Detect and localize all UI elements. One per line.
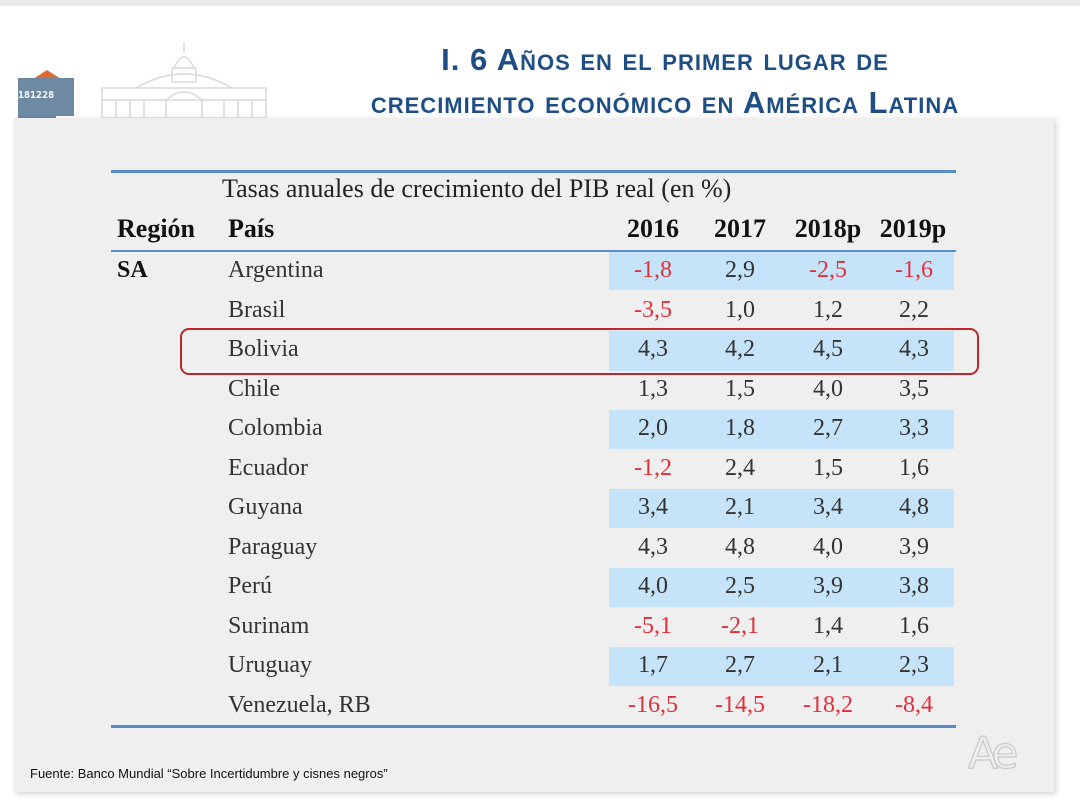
- value-cell: -2,1: [721, 613, 759, 639]
- value-cell: 1,2: [813, 297, 843, 323]
- value-cell: 1,5: [725, 376, 755, 402]
- value-cell: 1,6: [899, 455, 929, 481]
- value-cell: 1,4: [813, 613, 843, 639]
- header-region: Región: [117, 214, 195, 243]
- value-cell: 4,2: [725, 336, 755, 362]
- country-cell: Brasil: [228, 297, 286, 323]
- value-cell: 4,3: [638, 534, 668, 560]
- header-year: 2017: [714, 214, 766, 243]
- value-cell: 2,2: [899, 297, 929, 323]
- value-cell: 1,3: [638, 376, 668, 402]
- table-top-rule: [111, 170, 956, 173]
- row-band: [609, 410, 954, 449]
- value-cell: 3,5: [899, 376, 929, 402]
- value-cell: 1,8: [725, 415, 755, 441]
- header-year: 2019p: [879, 214, 947, 243]
- value-cell: 3,8: [899, 573, 929, 599]
- ae-logo-icon: Ae: [967, 727, 1019, 779]
- value-cell: 2,1: [813, 652, 843, 678]
- row-band: [609, 647, 954, 686]
- value-cell: 1,7: [638, 652, 668, 678]
- country-cell: Guyana: [228, 494, 303, 520]
- country-cell: Paraguay: [228, 534, 318, 560]
- value-cell: 4,3: [638, 336, 668, 362]
- row-band: [609, 331, 954, 371]
- country-cell: Perú: [228, 573, 272, 599]
- country-cell: Colombia: [228, 415, 323, 441]
- value-cell: 2,7: [813, 415, 843, 441]
- header-year: 2016: [627, 214, 679, 243]
- badge-arrow-icon: [33, 70, 61, 79]
- row-band: [609, 252, 954, 290]
- value-cell: -5,1: [634, 613, 672, 639]
- value-cell: 4,5: [813, 336, 843, 362]
- value-cell: -16,5: [628, 692, 678, 718]
- value-cell: 4,0: [813, 376, 843, 402]
- top-bar: [0, 0, 1080, 6]
- source-note: Fuente: Banco Mundial “Sobre Incertidumb…: [30, 766, 388, 781]
- table-header-rule: [111, 250, 956, 252]
- badge-extension: [56, 78, 74, 116]
- value-cell: -8,4: [895, 692, 933, 718]
- value-cell: 3,4: [638, 494, 668, 520]
- value-cell: -2,5: [809, 257, 847, 283]
- value-cell: 4,8: [725, 534, 755, 560]
- header-year: 2018p: [794, 214, 862, 243]
- country-cell: Uruguay: [228, 652, 312, 678]
- region-label: SA: [117, 257, 148, 283]
- value-cell: 3,9: [899, 534, 929, 560]
- value-cell: 3,3: [899, 415, 929, 441]
- value-cell: 2,3: [899, 652, 929, 678]
- value-cell: 3,4: [813, 494, 843, 520]
- country-cell: Surinam: [228, 613, 310, 639]
- value-cell: -18,2: [803, 692, 853, 718]
- value-cell: 1,5: [813, 455, 843, 481]
- value-cell: -1,8: [634, 257, 672, 283]
- table-bottom-rule: [111, 725, 956, 728]
- value-cell: 3,9: [813, 573, 843, 599]
- value-cell: 2,4: [725, 455, 755, 481]
- value-cell: 4,3: [899, 336, 929, 362]
- value-cell: 1,6: [899, 613, 929, 639]
- value-cell: 4,8: [899, 494, 929, 520]
- value-cell: 4,0: [638, 573, 668, 599]
- value-cell: -3,5: [634, 297, 672, 323]
- country-cell: Ecuador: [228, 455, 308, 481]
- table-title: Tasas anuales de crecimiento del PIB rea…: [222, 174, 732, 203]
- country-cell: Argentina: [228, 257, 324, 283]
- value-cell: 2,5: [725, 573, 755, 599]
- value-cell: 1,0: [725, 297, 755, 323]
- value-cell: -1,2: [634, 455, 672, 481]
- bolivia-highlight-box: [180, 328, 979, 375]
- value-cell: 2,0: [638, 415, 668, 441]
- value-cell: 4,0: [813, 534, 843, 560]
- row-band: [609, 568, 954, 607]
- value-cell: 2,1: [725, 494, 755, 520]
- page-title: I. 6 Años en el primer lugar de crecimie…: [270, 38, 1060, 124]
- country-cell: Bolivia: [228, 336, 299, 362]
- title-line2: crecimiento económico en América Latina: [370, 85, 960, 120]
- row-band: [609, 489, 954, 528]
- value-cell: -14,5: [715, 692, 765, 718]
- building-icon: [101, 42, 267, 119]
- value-cell: 2,9: [725, 257, 755, 283]
- country-cell: Chile: [228, 376, 280, 402]
- header-country: País: [228, 214, 275, 243]
- value-cell: 2,7: [725, 652, 755, 678]
- value-cell: -1,6: [895, 257, 933, 283]
- title-line1: I. 6 Años en el primer lugar de: [441, 42, 889, 77]
- country-cell: Venezuela, RB: [228, 692, 371, 718]
- badge-line1: 181228: [18, 90, 55, 101]
